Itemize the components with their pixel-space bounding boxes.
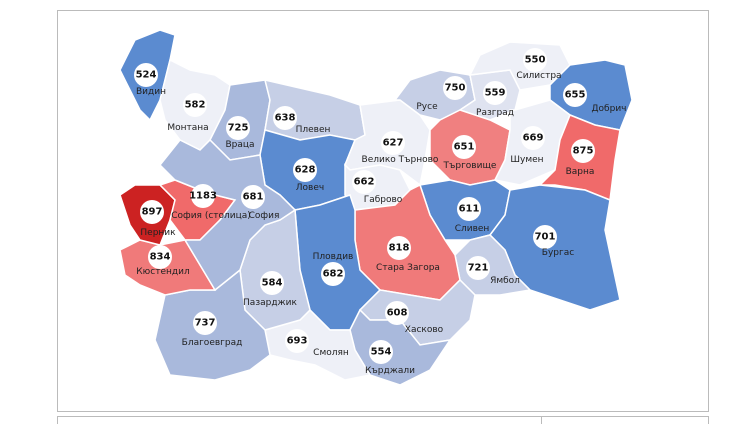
- value-badge: [457, 197, 481, 221]
- region-name: Враца: [225, 140, 254, 150]
- value-badge: [533, 225, 557, 249]
- region-value: 638: [275, 113, 296, 124]
- value-badge: [521, 126, 545, 150]
- region-value: 662: [354, 177, 375, 188]
- region-name: Сливен: [455, 224, 490, 234]
- value-badge: [443, 76, 467, 100]
- region-name: Пловдив: [313, 252, 354, 262]
- value-badge: [381, 131, 405, 155]
- value-badge: [321, 262, 345, 286]
- region-name: Бургас: [542, 248, 574, 258]
- value-badge: [134, 63, 158, 87]
- region-value: 611: [459, 204, 480, 215]
- region-value: 682: [323, 269, 344, 280]
- region-value: 669: [523, 133, 544, 144]
- value-badge: [571, 139, 595, 163]
- region-name: Русе: [416, 102, 438, 112]
- region-name: Шумен: [510, 155, 543, 165]
- value-badge: [385, 301, 409, 325]
- value-badge: [523, 48, 547, 72]
- value-badge: [563, 83, 587, 107]
- value-badge: [369, 340, 393, 364]
- value-badge: [241, 185, 265, 209]
- region-name: Плевен: [296, 125, 331, 135]
- region-name: Видин: [136, 87, 166, 97]
- value-badge: [148, 245, 172, 269]
- region-value: 701: [535, 232, 556, 243]
- region-value: 550: [525, 55, 546, 66]
- region-name: Габрово: [364, 195, 403, 205]
- region-name: Смолян: [313, 348, 349, 358]
- bottom-cell: [57, 416, 542, 424]
- region-value: 875: [573, 146, 594, 157]
- region-value: 897: [142, 207, 163, 218]
- value-badge: [352, 170, 376, 194]
- region-name: Кюстендил: [136, 267, 189, 277]
- region-name: София (столица): [171, 211, 251, 221]
- region-value: 834: [150, 252, 171, 263]
- value-badge: [140, 200, 164, 224]
- region-name: Варна: [566, 167, 595, 177]
- value-badge: [273, 106, 297, 130]
- region-name: Разград: [476, 108, 514, 118]
- region-value: 554: [371, 347, 392, 358]
- region-name: София: [249, 211, 280, 221]
- region-name: Ловеч: [296, 183, 324, 193]
- region-name: Благоевград: [182, 338, 243, 348]
- region-value: 818: [389, 243, 410, 254]
- region-value: 608: [387, 308, 408, 319]
- value-badge: [193, 311, 217, 335]
- region-value: 721: [468, 263, 489, 274]
- region-value: 582: [185, 100, 206, 111]
- region-name: Велико Търново: [362, 155, 439, 165]
- region-name: Пазарджик: [243, 298, 297, 308]
- value-badge: [226, 116, 250, 140]
- region-name: Кърджали: [365, 366, 415, 376]
- region-value: 627: [383, 138, 404, 149]
- region-value: 725: [228, 123, 249, 134]
- region-name: Хасково: [405, 325, 444, 335]
- region-value: 737: [195, 318, 216, 329]
- region-value: 559: [485, 88, 506, 99]
- region-value: 1183: [189, 191, 217, 202]
- value-badge: [452, 135, 476, 159]
- region-name: Търговище: [443, 161, 497, 171]
- region-name: Силистра: [516, 71, 561, 81]
- value-badge: [293, 158, 317, 182]
- region-value: 693: [287, 336, 308, 347]
- value-badge: [183, 93, 207, 117]
- region-name: Перник: [140, 228, 176, 238]
- value-badge: [483, 81, 507, 105]
- region-name: Стара Загора: [376, 263, 440, 273]
- region-value: 584: [262, 278, 283, 289]
- value-badge: [387, 236, 411, 260]
- region-value: 750: [445, 83, 466, 94]
- region-name: Добрич: [592, 104, 627, 114]
- region-value: 628: [295, 165, 316, 176]
- value-badge: [260, 271, 284, 295]
- bottom-cell: [541, 416, 709, 424]
- region-value: 681: [243, 192, 264, 203]
- region-value: 524: [136, 70, 157, 81]
- value-badge: [285, 329, 309, 353]
- region-value: 651: [454, 142, 475, 153]
- region-name: Ямбол: [490, 276, 520, 286]
- region-value: 655: [565, 90, 586, 101]
- value-badge: [466, 256, 490, 280]
- value-badge: [191, 184, 215, 208]
- region-name: Монтана: [167, 123, 208, 133]
